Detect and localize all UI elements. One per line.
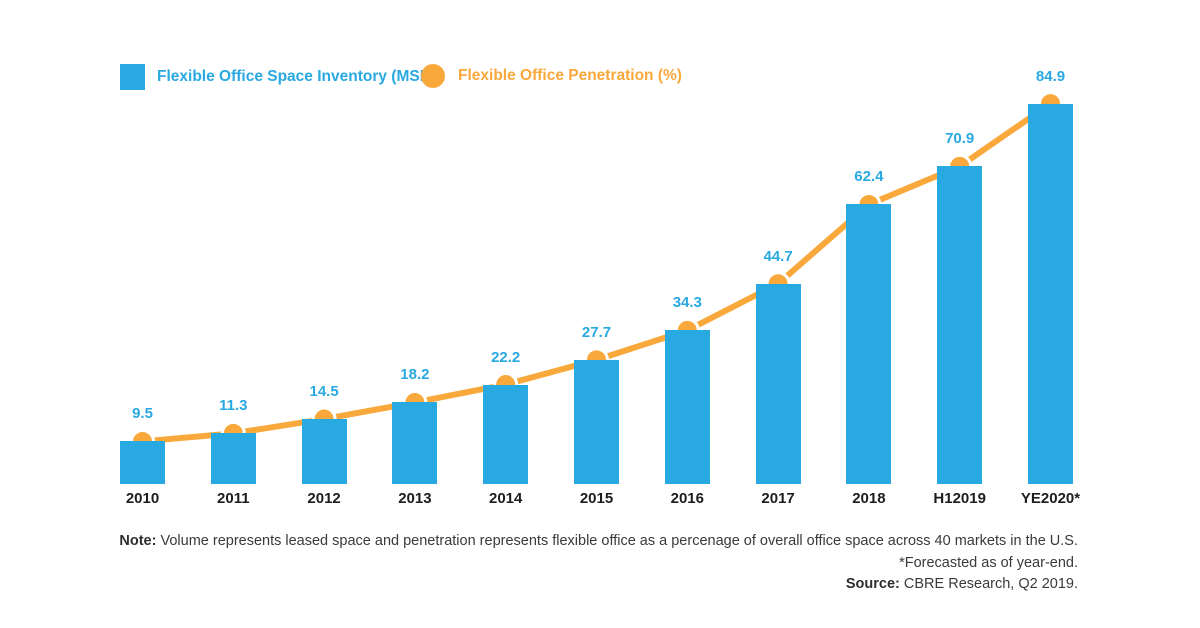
- bar-value-label: 84.9: [1035, 67, 1066, 85]
- bar-value-label: 34.3: [672, 294, 702, 312]
- x-axis-label: 2018: [852, 490, 886, 507]
- source-label: Source:: [845, 576, 900, 592]
- note-line: Note: Volume represents leased space and…: [78, 531, 1078, 553]
- bar-value-label: 18.2: [400, 366, 430, 384]
- chart-legend: Flexible Office Space Inventory (MSF) Fl…: [0, 0, 1200, 110]
- inventory-bar: [574, 359, 619, 484]
- x-axis-label: 2014: [489, 490, 523, 507]
- note-text: Volume represents leased space and penet…: [160, 533, 1078, 549]
- inventory-bar: [301, 419, 347, 484]
- source-text: CBRE Research, Q2 2019.: [903, 576, 1078, 592]
- x-axis-label: H12019: [933, 490, 986, 507]
- footnote: Note: Volume represents leased space and…: [78, 531, 1078, 596]
- bar-value-label: 27.7: [581, 323, 612, 341]
- inventory-bar: [937, 166, 983, 484]
- bar-value-label: 14.5: [309, 383, 339, 401]
- x-axis-label: 2017: [761, 490, 795, 507]
- bar-value-label: 9.5: [132, 405, 153, 423]
- x-axis-label: 2015: [579, 490, 614, 507]
- inventory-bar: [755, 283, 801, 484]
- legend-item-inventory: Flexible Office Space Inventory (MSF): [120, 64, 434, 90]
- inventory-bar: [210, 433, 256, 484]
- bar-value-label: 22.2: [491, 348, 521, 366]
- x-axis-label: 2010: [125, 490, 160, 507]
- inventory-bar: [846, 204, 892, 484]
- source-line: Source: CBRE Research, Q2 2019.: [78, 574, 1078, 596]
- bar-series-swatch-icon: [120, 64, 145, 90]
- x-axis-label: 2012: [307, 490, 341, 507]
- x-axis-label: 2016: [670, 490, 704, 507]
- x-axis-label: 2011: [217, 490, 250, 507]
- legend-label-inventory: Flexible Office Space Inventory (MSF): [157, 68, 435, 85]
- inventory-bar: [664, 330, 710, 484]
- note-label: Note:: [119, 533, 157, 549]
- x-axis-label: YE2020*: [1020, 490, 1081, 507]
- x-axis-label: 2013: [398, 490, 432, 507]
- forecast-line: *Forecasted as of year-end.: [899, 554, 1078, 571]
- line-series-swatch-icon: [421, 64, 445, 88]
- bar-value-label: 62.4: [854, 168, 884, 186]
- bar-value-label: 70.9: [945, 130, 975, 148]
- inventory-bar: [120, 441, 165, 484]
- bar-value-label: 11.3: [219, 397, 248, 415]
- legend-label-penetration: Flexible Office Penetration (%): [458, 67, 682, 84]
- inventory-bar: [483, 384, 529, 484]
- inventory-bar: [1028, 103, 1073, 484]
- bar-value-label: 44.7: [763, 247, 793, 265]
- legend-item-penetration: Flexible Office Penetration (%): [421, 64, 682, 88]
- inventory-bar: [392, 402, 438, 484]
